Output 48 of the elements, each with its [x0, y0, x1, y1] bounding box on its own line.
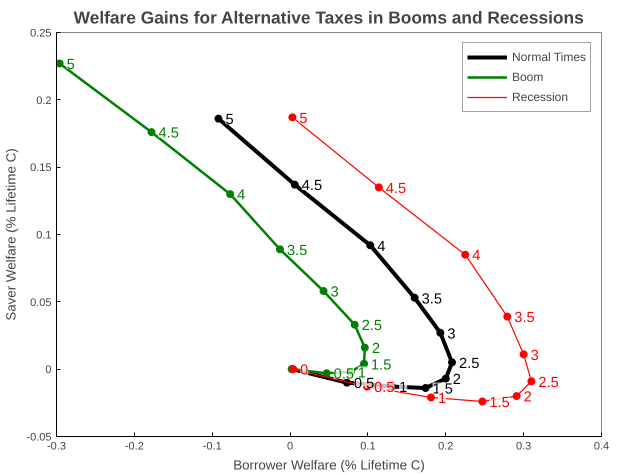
annotation: 4.5 [158, 126, 179, 142]
annotation: 4.5 [302, 178, 322, 194]
annotation: 5 [66, 56, 75, 73]
x-tick-label: 0.2 [438, 440, 454, 452]
annotation: 0.5 [374, 380, 395, 396]
y-tick-label: 0 [45, 364, 52, 376]
annotation: 2 [372, 341, 380, 358]
annotation: 0.5 [334, 366, 354, 383]
annotation: 1.5 [371, 357, 392, 374]
x-tick-label: -0.3 [47, 440, 66, 452]
annotation: 3.5 [422, 291, 442, 308]
annotation: 2 [452, 372, 461, 388]
x-tick-label: 0 [287, 440, 294, 452]
y-tick-label: -0.05 [26, 432, 52, 444]
annotation: 1 [399, 380, 408, 396]
chart-title: Welfare Gains for Alternative Taxes in Booms and Recessions [74, 8, 584, 28]
y-tick-label: 0.2 [36, 94, 52, 107]
x-tick-label: -0.2 [124, 440, 144, 452]
annotation: 2.5 [362, 318, 382, 334]
y-axis-title: Saver Welfare (% Lifetime C) [3, 148, 18, 321]
annotation: 5 [225, 112, 234, 128]
annotation: 4 [237, 188, 246, 204]
x-tick-label: 0.3 [516, 440, 532, 452]
x-tick-label: 0.4 [594, 440, 610, 452]
y-tick-label: 0.05 [30, 296, 52, 309]
y-tick-label: 0.1 [36, 230, 52, 242]
annotation: 2.5 [538, 374, 559, 391]
annotation: 3 [330, 284, 339, 301]
annotation: 0 [300, 362, 308, 379]
annotation: 4 [377, 238, 386, 255]
annotation: 2.5 [459, 356, 480, 372]
x-tick-label: 0.1 [360, 440, 376, 452]
annotation: 4 [472, 248, 480, 264]
annotation: 4.5 [386, 180, 406, 197]
annotation: 3 [447, 326, 456, 342]
annotation: 3 [530, 348, 539, 364]
legend-label: Boom [512, 70, 544, 84]
annotation: 3.5 [514, 310, 535, 326]
annotation: 1.5 [489, 394, 510, 411]
legend-label: Recession [512, 90, 568, 104]
x-tick-label: -0.1 [202, 440, 222, 452]
annotation: 2 [524, 390, 532, 406]
annotation: 5 [299, 110, 308, 127]
y-tick-label: 0.15 [30, 162, 52, 174]
x-axis-title: Borrower Welfare (% Lifetime C) [233, 458, 425, 472]
y-tick-label: 0.25 [30, 28, 52, 40]
annotation: 3.5 [286, 242, 308, 259]
legend-label: Normal Times [512, 50, 586, 64]
